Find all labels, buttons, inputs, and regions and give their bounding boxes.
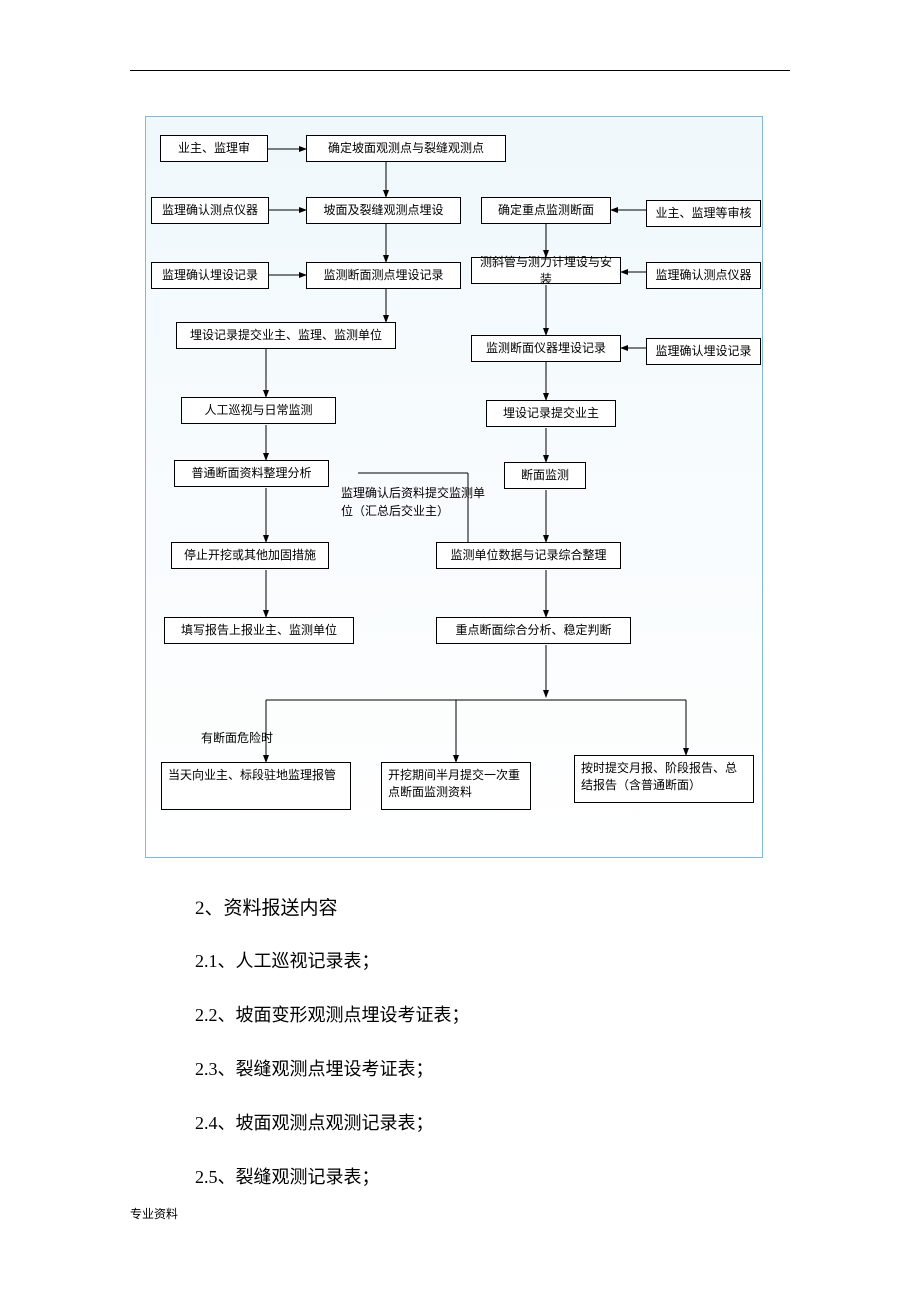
node-monthly-report: 按时提交月报、阶段报告、总结报告（含普通断面） [574, 755, 754, 803]
node-section-monitoring: 断面监测 [504, 462, 586, 489]
item-2-3: 2.3、裂缝观测点埋设考证表； [195, 1055, 434, 1081]
node-determine-points: 确定坡面观测点与裂缝观测点 [306, 135, 506, 162]
node-confirm-embed-record-1: 监理确认埋设记录 [151, 262, 269, 289]
label-danger: 有断面危险时 [201, 729, 273, 747]
node-data-integration: 监测单位数据与记录综合整理 [436, 542, 621, 569]
node-stop-excavation: 停止开挖或其他加固措施 [171, 542, 329, 569]
node-normal-analysis: 普通断面资料整理分析 [174, 460, 329, 487]
section-heading: 2、资料报送内容 [195, 893, 338, 920]
node-inclinometer-install: 测斜管与测力计埋设与安装 [471, 257, 621, 284]
node-semimonthly-submit: 开挖期间半月提交一次重点断面监测资料 [381, 762, 531, 810]
node-manual-patrol: 人工巡视与日常监测 [181, 397, 336, 424]
node-owner-review: 业主、监理审 [160, 135, 268, 162]
node-confirm-embed-record-2: 监理确认埋设记录 [646, 338, 761, 365]
item-2-2: 2.2、坡面变形观测点埋设考证表； [195, 1001, 470, 1027]
page-top-rule [130, 70, 790, 71]
node-report-to-owner: 当天向业主、标段驻地监理报管 [161, 762, 351, 810]
node-submit-embed-record: 埋设记录提交业主、监理、监测单位 [176, 322, 396, 349]
node-section-embed-record: 监测断面测点埋设记录 [306, 262, 461, 289]
node-write-report: 填写报告上报业主、监测单位 [164, 617, 354, 644]
item-2-1: 2.1、人工巡视记录表； [195, 947, 380, 973]
node-instrument-embed-record: 监测断面仪器埋设记录 [471, 335, 621, 362]
node-embed-points: 坡面及裂缝观测点埋设 [306, 197, 461, 224]
flowchart-panel: 业主、监理审 确定坡面观测点与裂缝观测点 监理确认测点仪器 坡面及裂缝观测点埋设… [145, 116, 763, 858]
node-confirm-instruments-1: 监理确认测点仪器 [151, 197, 269, 224]
node-determine-key-section: 确定重点监测断面 [481, 197, 611, 224]
node-confirm-instruments-2: 监理确认测点仪器 [646, 262, 761, 289]
node-owner-audit: 业主、监理等审核 [646, 200, 761, 227]
node-key-analysis: 重点断面综合分析、稳定判断 [436, 617, 631, 644]
item-2-4: 2.4、坡面观测点观测记录表； [195, 1109, 434, 1135]
label-submit-summary: 监理确认后资料提交监测单位（汇总后交业主） [341, 484, 496, 520]
item-2-5: 2.5、裂缝观测记录表； [195, 1163, 380, 1189]
node-submit-to-owner: 埋设记录提交业主 [486, 400, 616, 427]
footer-text: 专业资料 [130, 1205, 178, 1222]
